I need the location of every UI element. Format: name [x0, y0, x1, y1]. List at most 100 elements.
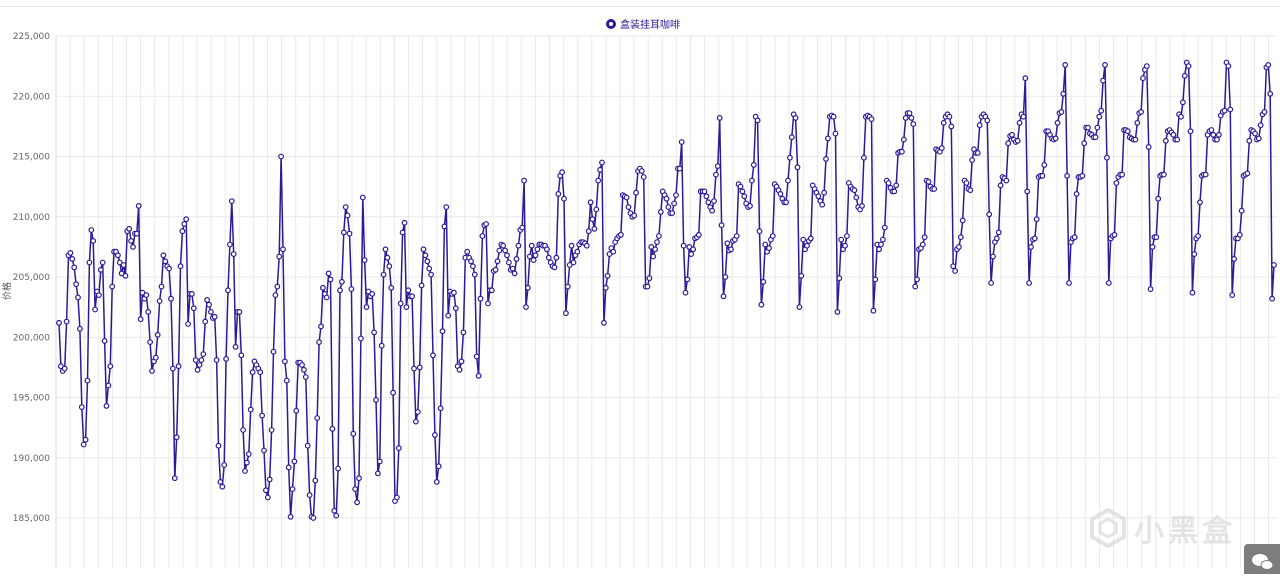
data-point[interactable]: [959, 217, 966, 224]
data-point[interactable]: [545, 254, 552, 261]
data-point[interactable]: [574, 248, 581, 255]
data-point[interactable]: [416, 364, 423, 371]
data-point[interactable]: [152, 354, 159, 361]
data-point[interactable]: [456, 366, 463, 373]
data-point[interactable]: [130, 243, 136, 250]
data-point[interactable]: [401, 219, 408, 226]
data-point[interactable]: [223, 356, 230, 362]
data-point[interactable]: [156, 298, 163, 305]
data-point[interactable]: [564, 283, 571, 290]
data-point[interactable]: [665, 204, 672, 211]
data-point[interactable]: [997, 182, 1004, 189]
data-point[interactable]: [1202, 171, 1209, 178]
data-point[interactable]: [145, 309, 152, 315]
data-point[interactable]: [245, 451, 252, 458]
data-point[interactable]: [166, 265, 173, 272]
data-point[interactable]: [283, 377, 290, 384]
data-point[interactable]: [1081, 140, 1088, 147]
data-point[interactable]: [716, 114, 723, 121]
data-point[interactable]: [302, 374, 309, 380]
data-point[interactable]: [285, 464, 292, 471]
data-point[interactable]: [678, 139, 685, 145]
data-point[interactable]: [597, 166, 603, 173]
data-point[interactable]: [1026, 280, 1032, 286]
data-point[interactable]: [228, 198, 235, 205]
data-point[interactable]: [75, 294, 81, 301]
data-point[interactable]: [329, 425, 336, 432]
data-point[interactable]: [143, 292, 150, 299]
data-point[interactable]: [724, 240, 731, 247]
data-point[interactable]: [523, 304, 529, 311]
data-point[interactable]: [278, 153, 285, 160]
data-point[interactable]: [701, 188, 708, 195]
data-point[interactable]: [912, 283, 919, 290]
data-point[interactable]: [785, 177, 791, 184]
data-point[interactable]: [1024, 188, 1031, 195]
data-point[interactable]: [306, 492, 313, 499]
data-point[interactable]: [976, 122, 983, 129]
data-point[interactable]: [1062, 62, 1069, 68]
data-point[interactable]: [956, 243, 962, 250]
data-point[interactable]: [663, 195, 670, 202]
data-point[interactable]: [899, 148, 905, 155]
data-point[interactable]: [1079, 172, 1086, 179]
data-point[interactable]: [1238, 207, 1245, 214]
data-point[interactable]: [680, 242, 687, 249]
data-point[interactable]: [673, 192, 679, 199]
data-point[interactable]: [1231, 256, 1237, 262]
data-point[interactable]: [95, 292, 102, 299]
data-point[interactable]: [526, 253, 533, 260]
data-point[interactable]: [373, 397, 379, 403]
data-point[interactable]: [414, 409, 421, 415]
data-point[interactable]: [1267, 90, 1274, 97]
data-point[interactable]: [1149, 243, 1156, 250]
data-point[interactable]: [900, 136, 907, 143]
data-point[interactable]: [358, 335, 364, 342]
data-point[interactable]: [1147, 286, 1154, 293]
data-point[interactable]: [287, 513, 294, 520]
data-point[interactable]: [521, 177, 527, 184]
data-point[interactable]: [722, 274, 729, 280]
data-point[interactable]: [312, 477, 319, 484]
data-point[interactable]: [310, 515, 317, 521]
data-point[interactable]: [1085, 124, 1091, 131]
data-point[interactable]: [236, 309, 243, 315]
data-point[interactable]: [352, 486, 359, 493]
data-point[interactable]: [238, 352, 245, 359]
data-point[interactable]: [695, 231, 702, 238]
data-point[interactable]: [844, 233, 850, 239]
data-point[interactable]: [646, 275, 653, 282]
data-point[interactable]: [502, 247, 509, 254]
data-point[interactable]: [880, 236, 886, 243]
data-point[interactable]: [76, 325, 83, 332]
data-point[interactable]: [196, 362, 203, 368]
data-point[interactable]: [61, 365, 68, 372]
data-point[interactable]: [993, 235, 1000, 242]
data-point[interactable]: [433, 479, 440, 485]
data-point[interactable]: [1028, 243, 1034, 250]
data-point[interactable]: [995, 229, 1002, 236]
data-point[interactable]: [464, 248, 471, 255]
data-point[interactable]: [198, 357, 205, 364]
data-point[interactable]: [925, 178, 932, 185]
data-point[interactable]: [1215, 131, 1222, 138]
data-point[interactable]: [67, 249, 74, 256]
data-point[interactable]: [1225, 63, 1232, 69]
data-point[interactable]: [323, 294, 330, 301]
data-point[interactable]: [1210, 131, 1217, 138]
data-point[interactable]: [1229, 292, 1236, 299]
data-point[interactable]: [1113, 180, 1120, 186]
data-point[interactable]: [838, 236, 845, 243]
data-point[interactable]: [1138, 108, 1144, 115]
data-point[interactable]: [494, 258, 501, 265]
data-point[interactable]: [390, 389, 397, 396]
data-point[interactable]: [585, 228, 592, 235]
data-point[interactable]: [137, 316, 144, 323]
data-point[interactable]: [881, 224, 888, 231]
data-point[interactable]: [553, 254, 560, 261]
data-point[interactable]: [595, 177, 602, 184]
data-point[interactable]: [397, 300, 404, 307]
data-point[interactable]: [1179, 99, 1186, 106]
data-point[interactable]: [1195, 233, 1201, 239]
data-point[interactable]: [213, 357, 220, 364]
